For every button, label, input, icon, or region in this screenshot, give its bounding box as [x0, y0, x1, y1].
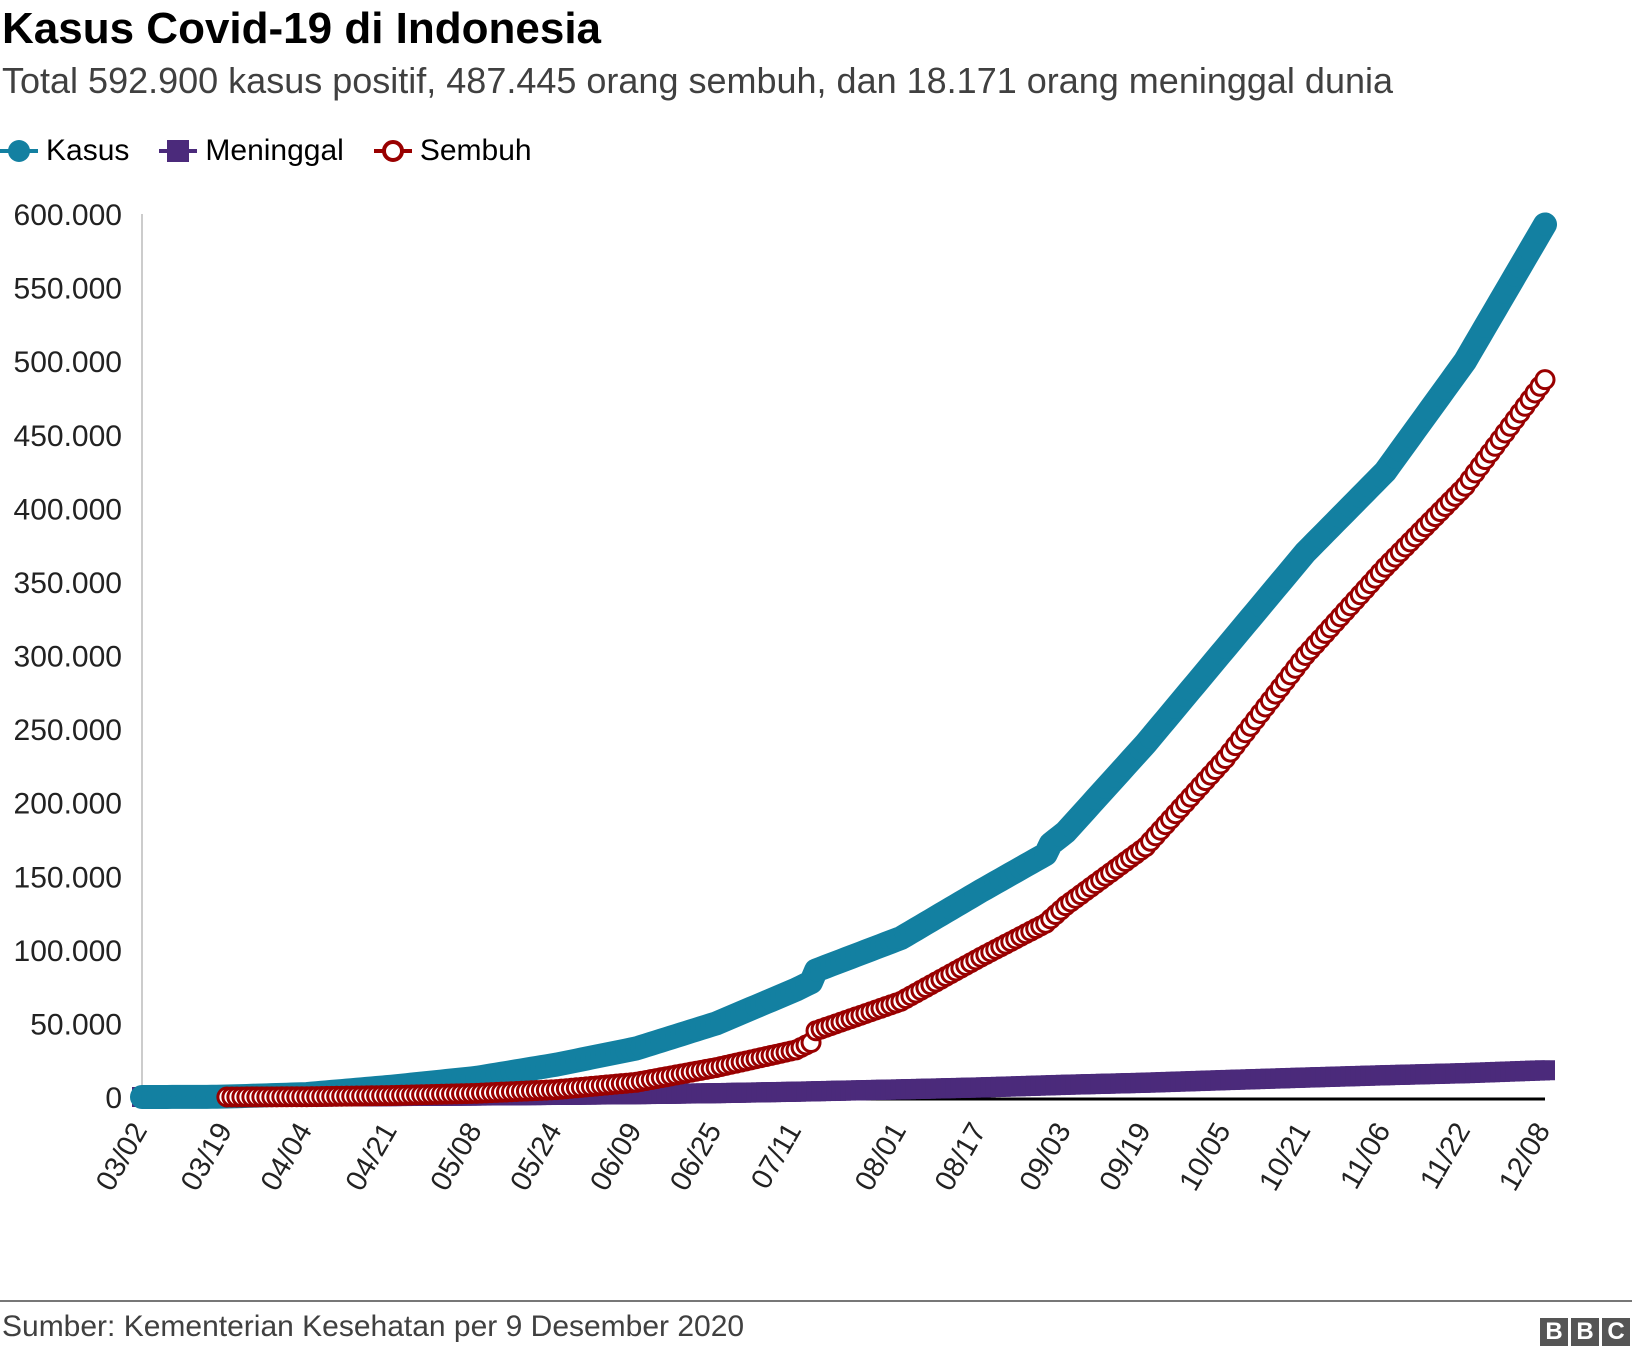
logo-letter: B [1540, 1318, 1568, 1346]
x-tick-label: 04/04 [255, 1118, 319, 1197]
x-tick-label: 08/17 [929, 1118, 993, 1197]
data-point-kasus [1534, 213, 1556, 236]
x-tick-label: 07/11 [745, 1118, 808, 1195]
legend-label: Sembuh [419, 134, 532, 167]
legend-item-meninggal: Meninggal [159, 134, 344, 168]
legend-circle-icon [0, 140, 38, 162]
x-tick-label: 11/06 [1334, 1118, 1397, 1195]
legend-open-circle-icon [373, 140, 412, 162]
legend-label: Meninggal [205, 134, 344, 167]
legend: Kasus Meninggal Sembuh [0, 134, 532, 168]
x-tick-label: 10/21 [1253, 1118, 1317, 1197]
x-tick-label: 09/03 [1014, 1118, 1078, 1197]
chart-title: Kasus Covid-19 di Indonesia [2, 4, 602, 53]
data-point-meninggal [1535, 1060, 1555, 1081]
x-tick-label: 10/05 [1174, 1118, 1238, 1197]
x-tick-label: 04/21 [340, 1118, 404, 1197]
y-tick-label: 50.000 [30, 1008, 122, 1041]
x-tick-label: 11/22 [1414, 1118, 1477, 1195]
y-tick-label: 300.000 [14, 641, 122, 674]
x-tick-label: 09/19 [1094, 1118, 1158, 1197]
y-tick-label: 600.000 [14, 199, 122, 232]
x-tick-label: 06/25 [664, 1118, 728, 1197]
legend-label: Kasus [46, 134, 130, 167]
y-tick-label: 500.000 [14, 346, 122, 379]
x-tick-label: 03/19 [175, 1118, 239, 1197]
footer-divider [0, 1300, 1632, 1302]
x-tick-label: 05/24 [504, 1118, 568, 1197]
y-tick-label: 400.000 [14, 493, 122, 526]
x-tick-label: 05/08 [425, 1118, 489, 1197]
x-tick-label: 06/09 [584, 1118, 648, 1197]
legend-item-kasus: Kasus [0, 134, 129, 168]
y-tick-label: 150.000 [14, 861, 122, 894]
y-tick-label: 200.000 [14, 788, 122, 821]
logo-letter: B [1571, 1318, 1599, 1346]
source-note: Sumber: Kementerian Kesehatan per 9 Dese… [2, 1310, 745, 1343]
x-tick-label: 08/01 [849, 1118, 913, 1197]
legend-square-icon [159, 140, 198, 162]
y-tick-label: 450.000 [14, 420, 122, 453]
chart-plot: 0 50.000 100.000 150.000 200.000 250.000 300.0… [14, 199, 1558, 1197]
legend-item-sembuh: Sembuh [373, 134, 532, 168]
chart-subtitle: Total 592.900 kasus positif, 487.445 ora… [2, 60, 1394, 101]
logo-letter: C [1602, 1318, 1630, 1346]
data-point-sembuh [1534, 369, 1556, 391]
x-tick-label: 12/08 [1493, 1118, 1557, 1197]
x-tick-label: 03/02 [90, 1118, 154, 1197]
y-tick-label: 0 [105, 1082, 122, 1115]
y-tick-label: 250.000 [14, 714, 122, 747]
y-tick-label: 100.000 [14, 935, 122, 968]
y-tick-label: 550.000 [14, 273, 122, 306]
y-tick-label: 350.000 [14, 567, 122, 600]
